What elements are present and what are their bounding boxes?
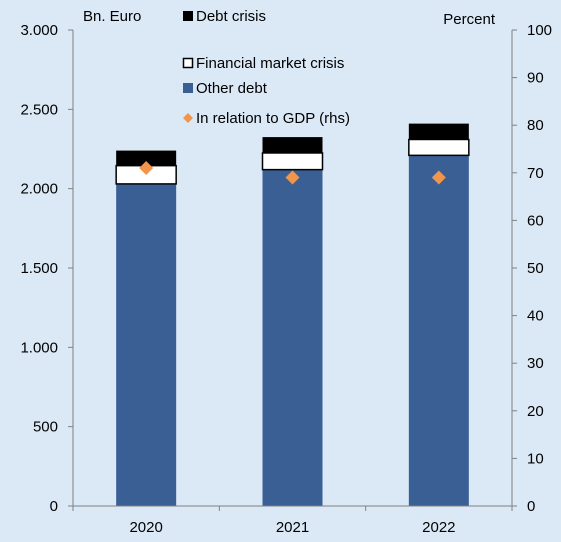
- bar-financial-market-crisis-2022: [408, 138, 470, 157]
- bar-debt-crisis-2022: [408, 123, 469, 140]
- bar-other-debt-2022: [408, 155, 469, 506]
- left-axis-tick-label: 500: [33, 419, 58, 436]
- left-axis-tick-label: 3.000: [20, 22, 58, 39]
- left-axis-unit-label: Bn. Euro: [83, 8, 141, 25]
- legend-label-other-debt: Other debt: [196, 80, 268, 97]
- bar-other-debt-2020: [116, 183, 177, 506]
- right-axis-tick-label: 20: [527, 403, 544, 420]
- right-axis-tick-label: 90: [527, 70, 544, 87]
- right-axis-tick-label: 80: [527, 117, 544, 134]
- gdp-ratio-marker-2022: [431, 170, 446, 185]
- right-axis-tick-label: 50: [527, 260, 544, 277]
- legend-swatch-other-debt: [183, 83, 193, 93]
- bar-other-debt-2021: [262, 169, 323, 507]
- left-axis-tick-label: 1.000: [20, 339, 58, 356]
- right-axis-tick-label: 100: [527, 22, 552, 39]
- gdp-ratio-marker-2021: [285, 170, 300, 185]
- left-axis-tick-label: 0: [50, 498, 58, 515]
- markers-layer: [139, 161, 446, 185]
- bar-debt-crisis-2021: [262, 137, 323, 153]
- right-axis-tick-label: 40: [527, 308, 544, 325]
- legend-swatch-financial-market-crisis: [182, 57, 194, 69]
- bars-layer: [115, 123, 470, 507]
- x-axis-tick-label-2020: 2020: [129, 519, 162, 536]
- legend-label-gdp-ratio: In relation to GDP (rhs): [196, 110, 350, 127]
- x-axis-tick-label-2022: 2022: [422, 519, 455, 536]
- x-axis-tick-label-2021: 2021: [276, 519, 309, 536]
- legend: Debt crisis Financial market crisis Othe…: [182, 8, 350, 127]
- right-axis-tick-label: 70: [527, 165, 544, 182]
- right-axis-tick-label: 10: [527, 450, 544, 467]
- right-axis-tick-label: 0: [527, 498, 535, 515]
- axes-layer: 0 500 1.000 1.500 2.000 2.500 3.000 0 10 20 30 40 50…: [20, 22, 552, 536]
- right-axis-unit-label: Percent: [443, 11, 496, 28]
- bar-financial-market-crisis-2021: [261, 152, 324, 171]
- right-axis-tick-label: 30: [527, 355, 544, 372]
- gdp-ratio-marker-2020: [139, 161, 154, 176]
- left-axis-tick-label: 1.500: [20, 260, 58, 277]
- left-axis-tick-label: 2.500: [20, 101, 58, 118]
- bar-debt-crisis-2020: [116, 150, 177, 166]
- legend-label-debt-crisis: Debt crisis: [196, 8, 266, 25]
- right-axis-tick-label: 60: [527, 212, 544, 229]
- left-axis-tick-label: 2.000: [20, 181, 58, 198]
- legend-label-financial-market-crisis: Financial market crisis: [196, 55, 344, 72]
- legend-swatch-debt-crisis: [183, 11, 193, 21]
- legend-swatch-gdp-marker: [183, 113, 193, 123]
